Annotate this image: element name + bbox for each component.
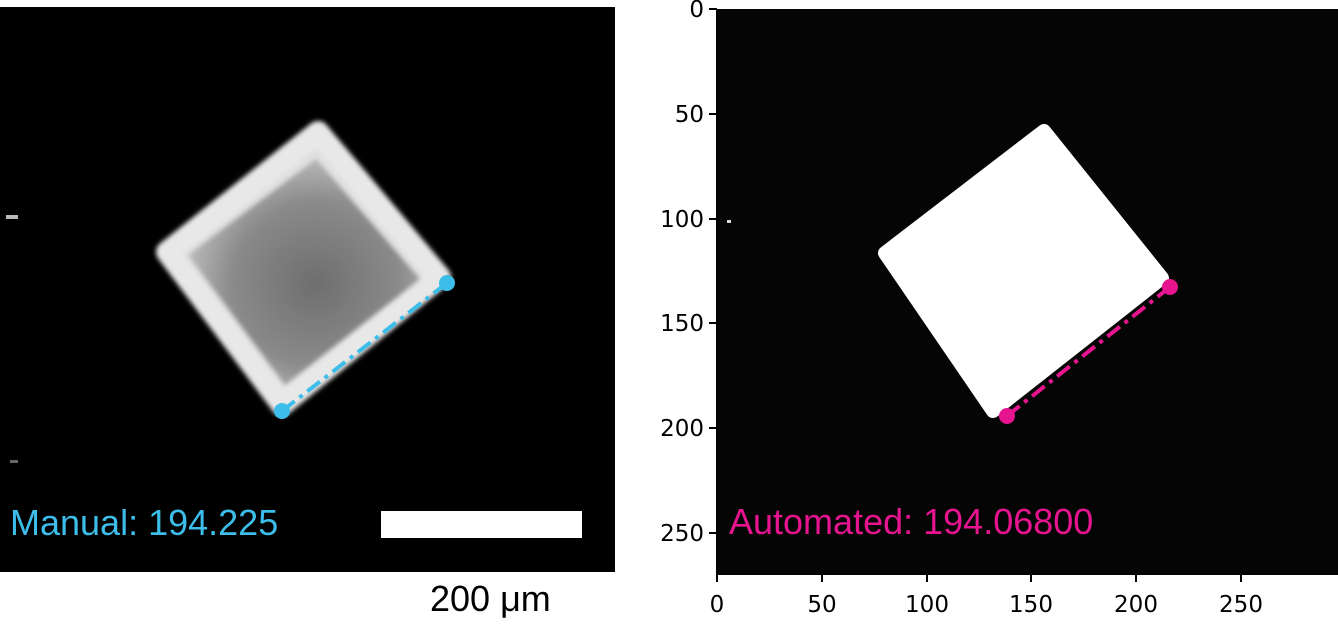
speck — [6, 215, 18, 219]
x-tick-label: 0 — [710, 592, 725, 618]
automated-measurement-label: Automated: 194.06800 — [729, 501, 1094, 542]
x-axis: 0 50 100 150 200 250 — [710, 574, 1263, 618]
manual-endpoint-end — [439, 275, 455, 291]
manual-measurement-line — [280, 281, 449, 413]
automated-endpoint-end — [1162, 279, 1178, 295]
speck — [727, 220, 731, 223]
x-tick-label: 150 — [1009, 592, 1053, 618]
crystal-interior — [188, 159, 420, 385]
automated-endpoint-start — [999, 408, 1015, 424]
x-tick-label: 200 — [1114, 592, 1158, 618]
y-axis: 0 50 100 150 200 250 — [660, 0, 717, 547]
automated-measurement-line — [1005, 285, 1172, 418]
speck — [10, 460, 18, 463]
manual-measurement-label: Manual: 194.225 — [10, 502, 279, 543]
y-tick-label: 0 — [689, 0, 704, 23]
microscope-image-panel — [0, 7, 615, 572]
automated-plot: 0 50 100 150 200 250 0 50 100 150 200 25… — [660, 0, 1338, 618]
x-tick-label: 250 — [1219, 592, 1263, 618]
microscope-image — [6, 121, 455, 463]
x-tick-label: 100 — [905, 592, 949, 618]
y-tick-label: 200 — [660, 416, 704, 442]
y-tick-label: 100 — [660, 207, 704, 233]
y-tick-label: 150 — [660, 311, 704, 337]
x-tick-label: 50 — [807, 592, 836, 618]
scale-bar — [381, 511, 582, 538]
y-tick-label: 50 — [675, 102, 704, 128]
y-tick-label: 250 — [660, 521, 704, 547]
crystal-mask — [878, 124, 1169, 418]
manual-endpoint-start — [274, 403, 290, 419]
scale-bar-label: 200 μm — [430, 578, 551, 619]
